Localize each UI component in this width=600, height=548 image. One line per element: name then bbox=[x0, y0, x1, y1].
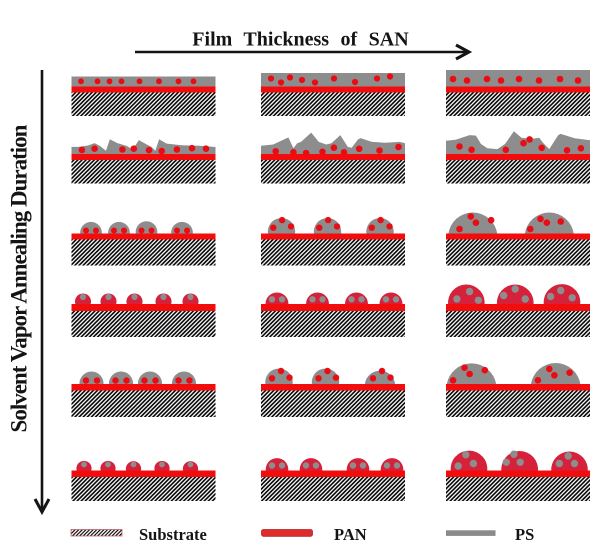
svg-text:Substrate: Substrate bbox=[139, 525, 207, 544]
svg-text:PS: PS bbox=[515, 525, 534, 544]
svg-text:PAN: PAN bbox=[334, 525, 367, 544]
svg-text:Film Thickness of SAN: Film Thickness of SAN bbox=[192, 29, 409, 51]
svg-text:Solvent Vapor Annealing Durati: Solvent Vapor Annealing Duration bbox=[7, 124, 32, 432]
